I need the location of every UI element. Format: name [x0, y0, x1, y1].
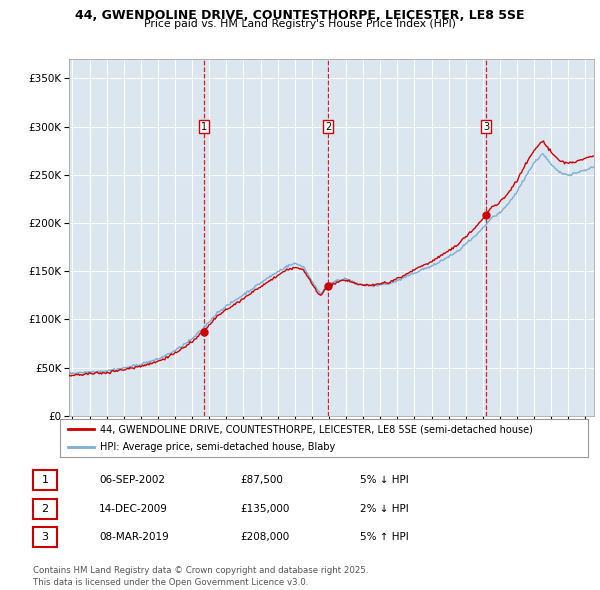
Text: 2% ↓ HPI: 2% ↓ HPI: [360, 504, 409, 513]
Text: 1: 1: [41, 476, 49, 485]
Text: 2: 2: [325, 122, 331, 132]
Text: 44, GWENDOLINE DRIVE, COUNTESTHORPE, LEICESTER, LE8 5SE: 44, GWENDOLINE DRIVE, COUNTESTHORPE, LEI…: [75, 9, 525, 22]
Text: 5% ↑ HPI: 5% ↑ HPI: [360, 532, 409, 542]
Text: 44, GWENDOLINE DRIVE, COUNTESTHORPE, LEICESTER, LE8 5SE (semi-detached house): 44, GWENDOLINE DRIVE, COUNTESTHORPE, LEI…: [100, 424, 532, 434]
Text: Contains HM Land Registry data © Crown copyright and database right 2025.
This d: Contains HM Land Registry data © Crown c…: [33, 566, 368, 587]
Text: £135,000: £135,000: [240, 504, 289, 513]
Text: 3: 3: [483, 122, 489, 132]
Text: £87,500: £87,500: [240, 476, 283, 485]
Text: 3: 3: [41, 532, 49, 542]
Text: 2: 2: [41, 504, 49, 513]
Text: 5% ↓ HPI: 5% ↓ HPI: [360, 476, 409, 485]
Text: 06-SEP-2002: 06-SEP-2002: [99, 476, 165, 485]
Text: HPI: Average price, semi-detached house, Blaby: HPI: Average price, semi-detached house,…: [100, 442, 335, 452]
Text: Price paid vs. HM Land Registry's House Price Index (HPI): Price paid vs. HM Land Registry's House …: [144, 19, 456, 29]
Text: £208,000: £208,000: [240, 532, 289, 542]
Text: 08-MAR-2019: 08-MAR-2019: [99, 532, 169, 542]
Text: 1: 1: [201, 122, 207, 132]
Text: 14-DEC-2009: 14-DEC-2009: [99, 504, 168, 513]
